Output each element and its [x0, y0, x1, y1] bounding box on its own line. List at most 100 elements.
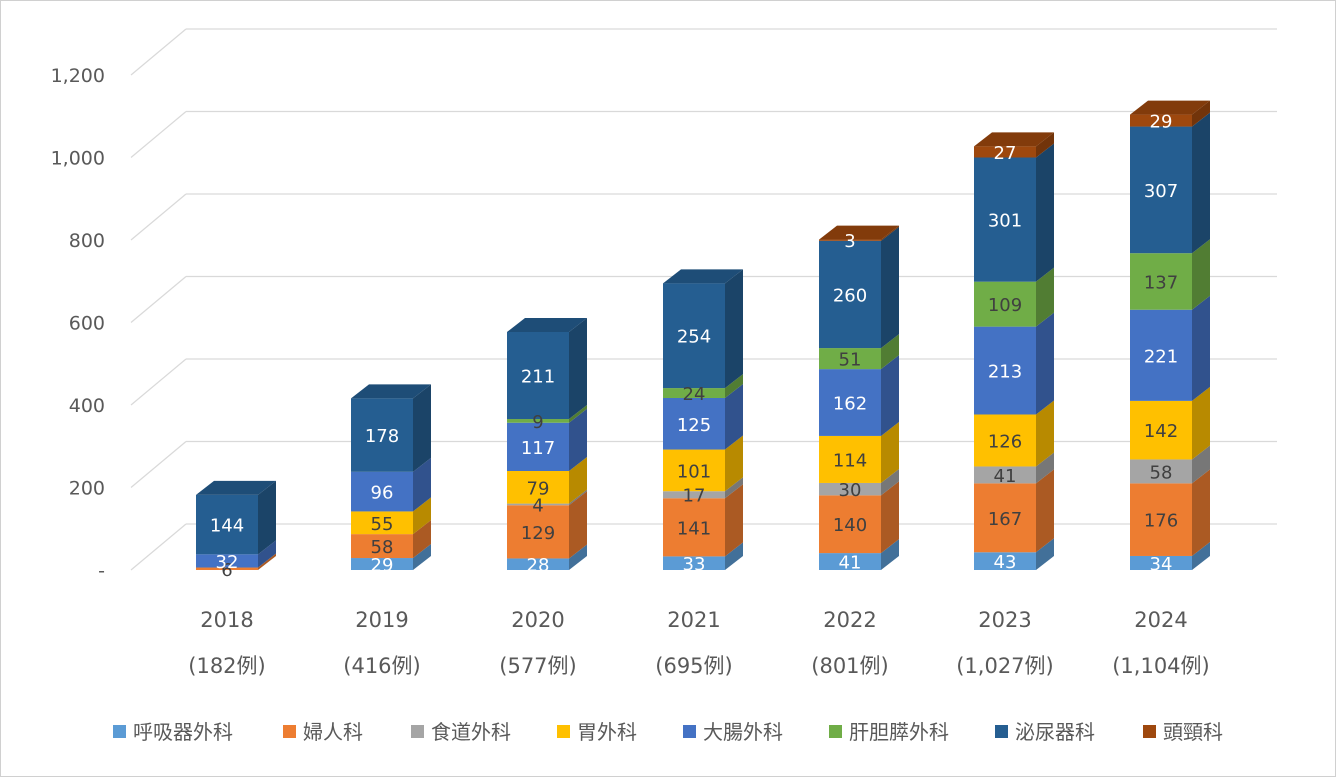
- bar-segment-side: [1192, 541, 1210, 570]
- legend-label: 大腸外科: [703, 720, 783, 744]
- bar-segment: [974, 538, 1054, 570]
- bar-segment-front: [507, 422, 569, 471]
- data-label: 307: [1144, 181, 1178, 202]
- bar-segment: [819, 539, 899, 570]
- bar-segment-side: [881, 481, 899, 554]
- bar-segment: [663, 383, 743, 450]
- bar-segment-front: [663, 449, 725, 492]
- data-label: 114: [833, 450, 867, 471]
- bar-segment-side: [725, 374, 743, 398]
- bar-segment: [974, 132, 1054, 158]
- bar-segment-side: [1192, 386, 1210, 460]
- legend-swatch: [113, 725, 126, 738]
- bar-segment: [663, 435, 743, 492]
- gridline-diagonal: [130, 193, 187, 241]
- bar-top: [974, 132, 1054, 147]
- y-tick-label: 600: [69, 313, 105, 335]
- bar-segment-side: [413, 497, 431, 535]
- bar-segment-side: [725, 269, 743, 389]
- legend-swatch: [995, 725, 1008, 738]
- data-label: 213: [988, 362, 1022, 383]
- x-category-label: 2023: [978, 608, 1031, 632]
- bars: [196, 100, 1210, 570]
- bar-segment-front: [351, 398, 413, 472]
- bar-segment-side: [258, 553, 276, 570]
- bar-top: [1130, 100, 1210, 115]
- bar-segment: [974, 452, 1054, 484]
- bar-segment: [974, 143, 1054, 282]
- x-category-label: 2024: [1134, 608, 1187, 632]
- data-label: 125: [677, 415, 711, 436]
- bar-segment-side: [413, 520, 431, 559]
- bar-segment: [351, 520, 431, 559]
- bar-segment-side: [881, 334, 899, 370]
- bar-segment-front: [196, 554, 258, 568]
- data-labels: 6321442958559617828129479117921133141171…: [210, 112, 1178, 581]
- x-category-subtitle: (695例): [655, 654, 732, 678]
- data-label: 34: [1150, 554, 1173, 575]
- bar-segment-side: [569, 405, 587, 423]
- data-label: 176: [1144, 511, 1178, 532]
- bar-segment-side: [1036, 469, 1054, 553]
- bar-segment: [351, 544, 431, 570]
- bar-segment-front: [663, 491, 725, 499]
- bar-segment: [1130, 239, 1210, 310]
- bar-segment-front: [974, 326, 1036, 415]
- data-label: 140: [833, 515, 867, 536]
- bar-segment-side: [569, 457, 587, 504]
- bar-segment-side: [1192, 295, 1210, 401]
- data-label: 58: [371, 537, 394, 558]
- bar-segment-front: [507, 505, 569, 559]
- data-label: 4: [532, 495, 543, 516]
- bar-segment: [819, 334, 899, 370]
- bar-segment-side: [413, 457, 431, 512]
- bar-segment-side: [725, 477, 743, 499]
- data-label: 41: [994, 466, 1017, 487]
- bar-segment-front: [663, 498, 725, 557]
- bar-top: [507, 317, 587, 332]
- bar-segment: [1130, 112, 1210, 254]
- data-label: 3: [844, 231, 855, 252]
- bar-segment: [507, 405, 587, 423]
- legend-item: 大腸外科: [683, 720, 783, 744]
- data-label: 254: [677, 327, 711, 348]
- bar-segment-front: [1130, 114, 1192, 127]
- data-label: 178: [365, 426, 399, 447]
- x-category-subtitle: (416例): [343, 654, 420, 678]
- data-label: 27: [994, 143, 1017, 164]
- bar-segment: [507, 457, 587, 504]
- bar-segment-front: [974, 281, 1036, 327]
- bar-segment-front: [974, 466, 1036, 484]
- data-label: 109: [988, 295, 1022, 316]
- bar-segment-front: [196, 494, 258, 555]
- bar-segment-front: [351, 558, 413, 570]
- legend-item: 食道外科: [411, 720, 511, 744]
- bar-segment: [196, 480, 276, 555]
- bar-segment-side: [1036, 452, 1054, 484]
- data-label: 30: [839, 480, 862, 501]
- bar-segment: [196, 553, 276, 570]
- data-label: 43: [994, 552, 1017, 573]
- y-tick-label: 800: [69, 230, 105, 252]
- data-label: 142: [1144, 421, 1178, 442]
- bar-segment-front: [819, 553, 881, 570]
- legend-item: 婦人科: [283, 720, 363, 744]
- data-label: 9: [532, 412, 543, 433]
- data-label: 137: [1144, 272, 1178, 293]
- bar-segment-side: [569, 491, 587, 559]
- gridline-diagonal: [130, 28, 187, 76]
- data-label: 41: [839, 553, 862, 574]
- bar-segment-front: [663, 388, 725, 398]
- y-tick-label: -: [98, 560, 105, 582]
- legend-label: 泌尿器科: [1015, 720, 1095, 744]
- bar-segment-front: [1130, 400, 1192, 460]
- x-axis-categories: 2018 (182例) 2019 (416例) 2020 (577例) 2021 (695例)…: [188, 608, 1209, 678]
- bar-segment: [1130, 469, 1210, 556]
- legend-swatch: [1143, 725, 1156, 738]
- bar-segment: [819, 226, 899, 349]
- legend-label: 頭頸科: [1163, 720, 1223, 744]
- bar-segment-front: [663, 397, 725, 450]
- data-label: 101: [677, 461, 711, 482]
